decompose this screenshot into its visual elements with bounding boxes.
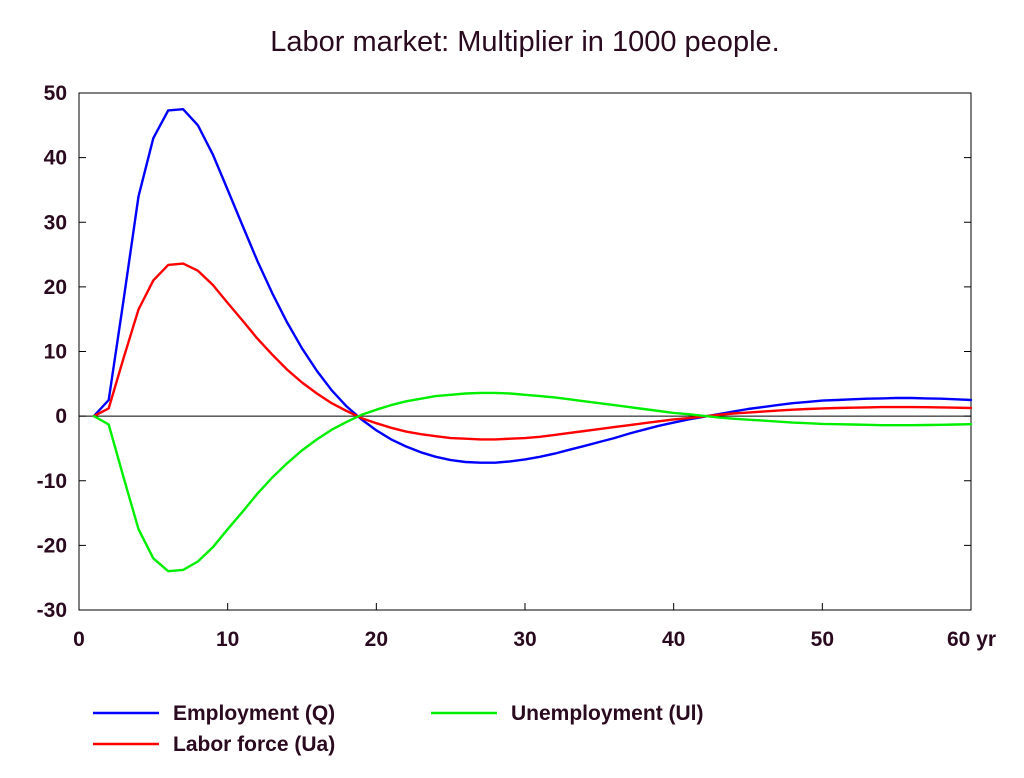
x-tick-label: 10 [216, 628, 239, 651]
series-lines [92, 108, 973, 573]
y-tick-label: 0 [55, 405, 67, 428]
x-tick-label: 0 [73, 628, 85, 651]
y-tick-label: 50 [44, 82, 67, 105]
x-tick-label: 50 [811, 628, 834, 651]
series-line-employment-q [92, 108, 973, 464]
legend-label: Labor force (Ua) [173, 733, 335, 756]
x-tick-label: 40 [662, 628, 685, 651]
legend-label: Unemployment (Ul) [511, 702, 704, 725]
y-tick-label: 10 [44, 341, 67, 364]
y-tick-label: 20 [44, 276, 67, 299]
y-tick-label: -20 [37, 534, 67, 557]
plot-area: 50 40 30 20 10 0 -10 -20 -30 0 10 20 30 40 50 60 yr [37, 82, 996, 651]
legend-label: Employment (Q) [173, 702, 335, 725]
series-line-unemployment-ul [92, 391, 973, 573]
chart-title: Labor market: Multiplier in 1000 people. [270, 26, 779, 58]
y-tick-label: 40 [44, 147, 67, 170]
plot-frame [78, 92, 972, 611]
y-tick-label: -30 [37, 599, 67, 622]
legend: Employment (Q) Labor force (Ua) Unemployme… [93, 702, 704, 756]
x-tick-label: 20 [365, 628, 388, 651]
x-tick-label: 30 [513, 628, 536, 651]
series-line-labor-force-ua [92, 262, 973, 441]
x-tick-label: 60 yr [947, 628, 996, 651]
y-tick-label: -10 [37, 470, 67, 493]
y-tick-label: 30 [44, 211, 67, 234]
